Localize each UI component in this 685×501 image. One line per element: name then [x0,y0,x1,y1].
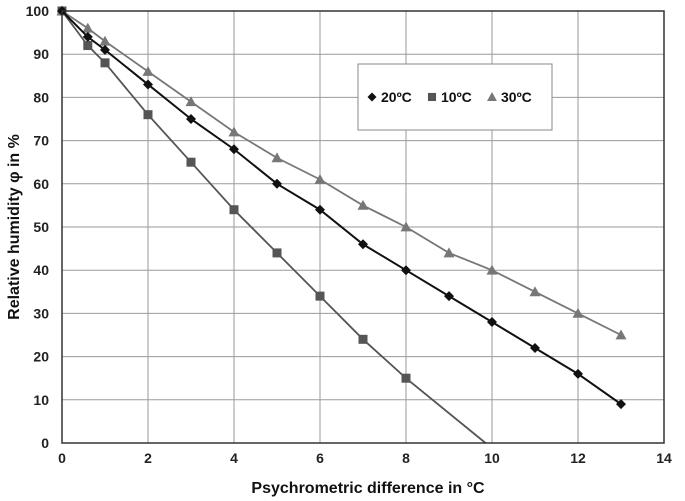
data-point [271,152,283,163]
legend-label: 30ºC [501,89,532,105]
data-point [615,329,627,340]
data-point [401,265,411,276]
data-point [228,126,240,137]
data-point [99,35,111,46]
series-0 [57,6,626,410]
legend-label: 20ºC [381,89,412,105]
data-point [572,307,584,318]
data-point [358,239,368,250]
data-point [143,110,153,120]
tick-labels: 0 2 4 6 8 10 12 14 0 10 20 30 40 50 60 70 80 90 100 [26,3,672,466]
data-point [100,44,110,55]
data-point [357,199,369,210]
data-point [529,286,541,297]
legend-marker [367,92,377,102]
data-point [400,221,412,232]
x-tick-label: 6 [316,450,324,466]
y-tick-label: 10 [33,392,49,408]
legend: 20ºC 10ºC 30ºC [357,63,553,131]
data-point [486,264,498,275]
data-point [272,248,282,258]
y-tick-label: 20 [33,349,49,365]
x-axis-label: Psychrometric difference in °C [251,480,485,497]
data-point [83,41,93,51]
data-point [401,373,411,383]
data-point [100,58,110,68]
series-line [61,10,622,336]
y-tick-label: 50 [33,219,49,235]
data-point [358,334,368,344]
legend-label: 10ºC [441,89,472,105]
y-tick-label: 0 [41,435,49,451]
plot-frame [61,10,665,444]
data-point [314,173,326,184]
data-point [82,31,93,42]
x-tick-label: 14 [656,450,672,466]
x-tick-label: 10 [484,450,500,466]
data-point [315,291,325,301]
data-point [229,144,239,155]
x-tick-label: 4 [230,450,238,466]
y-tick-label: 70 [33,133,49,149]
data-point [530,342,540,353]
y-tick-label: 90 [33,46,49,62]
x-tick-label: 8 [402,450,410,466]
y-tick-label: 100 [26,3,50,19]
data-point [443,247,455,258]
data-point [444,291,454,302]
legend-box [357,63,553,131]
data-point [185,96,197,107]
y-tick-label: 60 [33,176,49,192]
x-tick-label: 12 [570,450,586,466]
y-tick-label: 30 [33,305,49,321]
series-2 [56,5,627,340]
legend-marker [427,92,437,102]
x-tick-label: 2 [144,450,152,466]
data-point [186,114,196,124]
y-tick-label: 40 [33,262,49,278]
legend-marker [487,92,497,101]
data-point [142,65,154,76]
series-layer [56,5,627,444]
x-tick-label: 0 [58,450,66,466]
data-point [487,317,497,328]
data-point [573,368,583,379]
data-point [143,79,153,90]
data-point [229,205,239,215]
data-point [315,204,325,215]
y-tick-label: 80 [33,89,49,105]
data-point [82,22,94,33]
data-point [616,399,626,410]
y-axis-label: Relative humidity φ in % [6,134,23,320]
data-point [186,157,196,167]
data-point [272,178,282,189]
